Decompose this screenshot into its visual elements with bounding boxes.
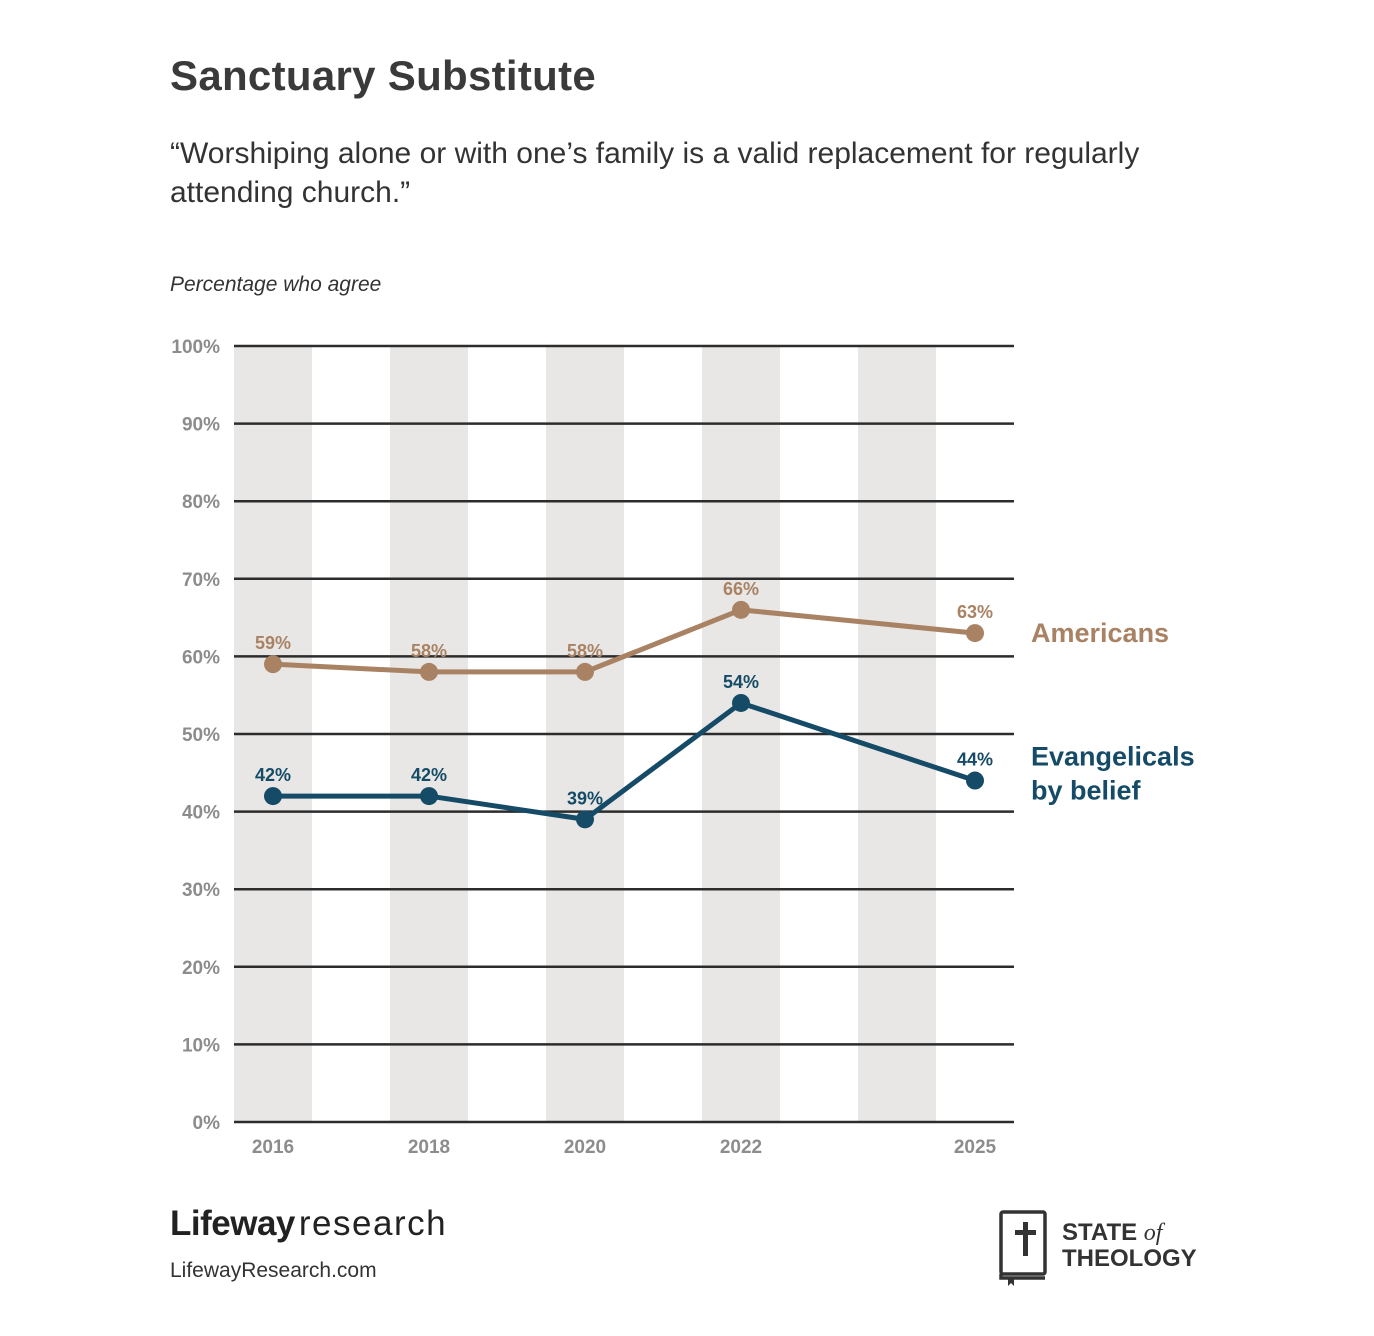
y-tick-label: 70% <box>182 570 220 591</box>
legend-label: Americans <box>1031 618 1169 648</box>
series-legend: Americans Evangelicals by belief <box>1031 618 1195 805</box>
brand-light: research <box>298 1204 448 1243</box>
data-point <box>732 693 750 712</box>
data-point <box>576 662 594 681</box>
y-tick-label: 90% <box>182 415 220 436</box>
data-point <box>732 600 750 619</box>
partner-of: of <box>1143 1220 1163 1246</box>
x-tick-label: 2025 <box>954 1137 997 1158</box>
legend-label: by belief <box>1031 776 1142 806</box>
data-point <box>576 810 594 829</box>
data-label: 54% <box>723 672 759 692</box>
data-label: 59% <box>255 633 291 653</box>
data-labels: 59% 58% 58% 66% 63% 42% 42% 39% 54% 44% <box>255 579 993 809</box>
legend-label: Evangelicals <box>1031 742 1195 772</box>
y-tick-label: 20% <box>182 958 220 979</box>
lifeway-research-logo: Lifeway research <box>170 1204 447 1244</box>
x-tick-label: 2016 <box>252 1137 294 1158</box>
data-label: 66% <box>723 579 759 599</box>
data-label: 58% <box>567 641 603 661</box>
data-point <box>420 662 438 681</box>
state-of-theology-logo: STATE of THEOLOGY <box>996 1208 1206 1288</box>
partner-line2: THEOLOGY <box>1062 1245 1197 1272</box>
partner-name: STATE of THEOLOGY <box>1062 1220 1197 1271</box>
y-tick-label: 80% <box>182 492 220 513</box>
chart-subtitle: “Worshiping alone or with one’s family i… <box>170 137 1140 209</box>
data-point <box>264 655 282 674</box>
y-tick-label: 60% <box>182 647 220 668</box>
data-label: 44% <box>957 750 993 770</box>
bible-cross-icon <box>999 1210 1047 1286</box>
y-tick-label: 0% <box>193 1113 221 1134</box>
y-tick-label: 10% <box>182 1035 220 1056</box>
y-axis-ticks: 0% 10% 20% 30% 40% 50% 60% 70% 80% 90% 100% <box>171 337 220 1134</box>
x-axis-ticks: 2016 2018 2020 2022 2025 <box>252 1137 997 1158</box>
x-tick-label: 2022 <box>720 1137 762 1158</box>
gridlines <box>234 344 1014 1124</box>
data-point <box>966 624 984 643</box>
x-tick-label: 2020 <box>564 1137 606 1158</box>
y-tick-label: 30% <box>182 880 220 901</box>
data-label: 58% <box>411 641 447 661</box>
data-label: 42% <box>411 765 447 785</box>
series-points <box>264 600 984 829</box>
data-point <box>264 787 282 806</box>
y-tick-label: 40% <box>182 803 220 824</box>
data-label: 42% <box>255 765 291 785</box>
chart-title: Sanctuary Substitute <box>170 52 597 99</box>
website-link[interactable]: LifewayResearch.com <box>170 1259 377 1282</box>
data-label: 63% <box>957 602 993 622</box>
data-point <box>420 787 438 806</box>
brand-bold: Lifeway <box>170 1204 295 1243</box>
x-tick-label: 2018 <box>408 1137 450 1158</box>
data-label: 39% <box>567 788 603 808</box>
measure-label: Percentage who agree <box>170 273 382 296</box>
partner-line1: STATE <box>1062 1219 1138 1246</box>
y-tick-label: 50% <box>182 725 220 746</box>
data-point <box>966 771 984 790</box>
y-tick-label: 100% <box>171 337 220 358</box>
